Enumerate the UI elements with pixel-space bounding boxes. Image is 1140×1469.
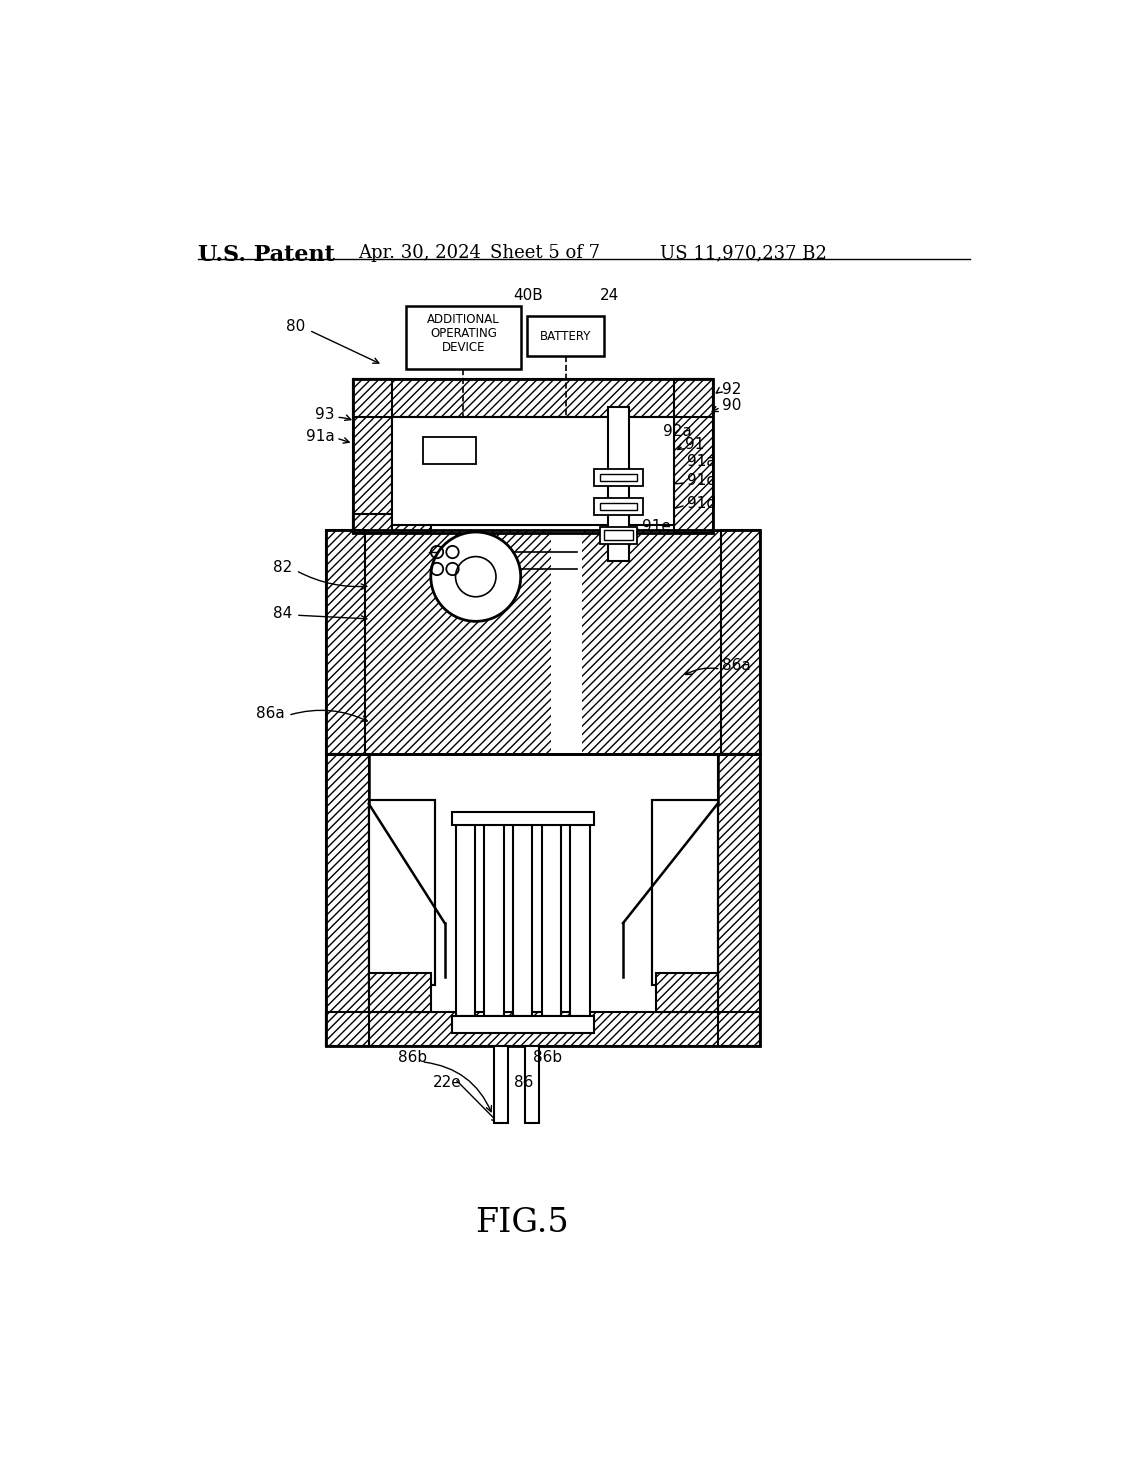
Bar bbox=[674, 379, 712, 533]
Bar bbox=[369, 801, 434, 984]
Circle shape bbox=[431, 532, 521, 621]
Bar bbox=[600, 502, 637, 510]
Bar bbox=[717, 754, 760, 1046]
Bar bbox=[369, 974, 431, 1012]
Text: 86b: 86b bbox=[534, 1050, 562, 1065]
Text: 91a: 91a bbox=[306, 429, 335, 444]
Bar bbox=[369, 801, 434, 984]
Text: 92a: 92a bbox=[663, 425, 692, 439]
Bar bbox=[542, 823, 561, 1015]
Text: 91e: 91e bbox=[642, 519, 671, 535]
Text: 91c: 91c bbox=[687, 473, 715, 488]
Text: Sheet 5 of 7: Sheet 5 of 7 bbox=[490, 244, 600, 261]
Text: 80: 80 bbox=[286, 319, 306, 333]
Text: 86a: 86a bbox=[255, 707, 284, 721]
Bar bbox=[600, 526, 637, 544]
Text: OPERATING: OPERATING bbox=[430, 328, 497, 339]
Text: 82: 82 bbox=[272, 560, 292, 574]
Bar bbox=[652, 801, 717, 984]
Bar bbox=[594, 498, 643, 516]
Bar bbox=[581, 530, 722, 754]
Bar bbox=[652, 801, 717, 984]
Text: US 11,970,237 B2: US 11,970,237 B2 bbox=[660, 244, 828, 261]
Bar bbox=[451, 1015, 594, 1033]
Bar bbox=[365, 530, 551, 754]
Bar bbox=[674, 379, 712, 533]
Bar bbox=[652, 801, 717, 984]
Bar bbox=[353, 379, 712, 533]
Bar bbox=[353, 379, 712, 417]
Bar bbox=[656, 974, 717, 1012]
Bar bbox=[326, 1012, 760, 1046]
Bar bbox=[353, 379, 392, 533]
Text: ADDITIONAL: ADDITIONAL bbox=[428, 313, 499, 326]
Text: 86: 86 bbox=[514, 1075, 534, 1090]
Bar bbox=[326, 1012, 760, 1046]
Bar bbox=[326, 754, 369, 1046]
Text: 22e: 22e bbox=[433, 1075, 462, 1090]
Bar bbox=[406, 306, 521, 369]
Bar bbox=[524, 1046, 538, 1124]
Bar bbox=[451, 811, 594, 826]
Text: FIG.5: FIG.5 bbox=[475, 1208, 569, 1240]
Bar bbox=[369, 801, 434, 984]
Text: 84: 84 bbox=[272, 607, 292, 621]
Bar bbox=[513, 823, 532, 1015]
Bar bbox=[392, 417, 674, 524]
Bar bbox=[326, 754, 760, 1046]
Bar bbox=[722, 530, 760, 754]
Text: 40B: 40B bbox=[513, 288, 543, 303]
Bar bbox=[656, 974, 717, 1012]
Bar bbox=[326, 530, 365, 754]
Bar bbox=[353, 379, 712, 417]
Bar bbox=[594, 469, 643, 486]
Text: 90: 90 bbox=[723, 398, 742, 413]
Text: 92: 92 bbox=[723, 382, 742, 397]
Bar bbox=[326, 754, 369, 1046]
Bar bbox=[456, 823, 475, 1015]
Bar bbox=[484, 823, 504, 1015]
Bar bbox=[608, 407, 629, 561]
Bar bbox=[353, 379, 392, 533]
Bar bbox=[570, 823, 589, 1015]
Text: 91a: 91a bbox=[687, 454, 716, 469]
Bar bbox=[603, 530, 633, 539]
Bar bbox=[353, 514, 431, 533]
Text: 91d: 91d bbox=[687, 497, 716, 511]
Text: 93: 93 bbox=[315, 407, 335, 423]
Bar bbox=[722, 530, 760, 754]
Bar bbox=[326, 530, 760, 754]
Bar bbox=[717, 754, 760, 1046]
Text: 24: 24 bbox=[600, 288, 619, 303]
Text: 86b: 86b bbox=[398, 1050, 426, 1065]
Text: 86a: 86a bbox=[723, 658, 751, 673]
Text: 91: 91 bbox=[685, 436, 705, 452]
Bar bbox=[423, 436, 475, 464]
Bar bbox=[600, 473, 637, 482]
Bar bbox=[494, 1046, 507, 1124]
Text: Apr. 30, 2024: Apr. 30, 2024 bbox=[358, 244, 481, 261]
Bar bbox=[527, 316, 604, 357]
Bar bbox=[326, 530, 365, 754]
Text: DEVICE: DEVICE bbox=[441, 341, 486, 354]
Text: BATTERY: BATTERY bbox=[540, 331, 592, 342]
Bar bbox=[369, 974, 431, 1012]
Bar bbox=[353, 514, 431, 533]
Text: U.S. Patent: U.S. Patent bbox=[198, 244, 335, 266]
